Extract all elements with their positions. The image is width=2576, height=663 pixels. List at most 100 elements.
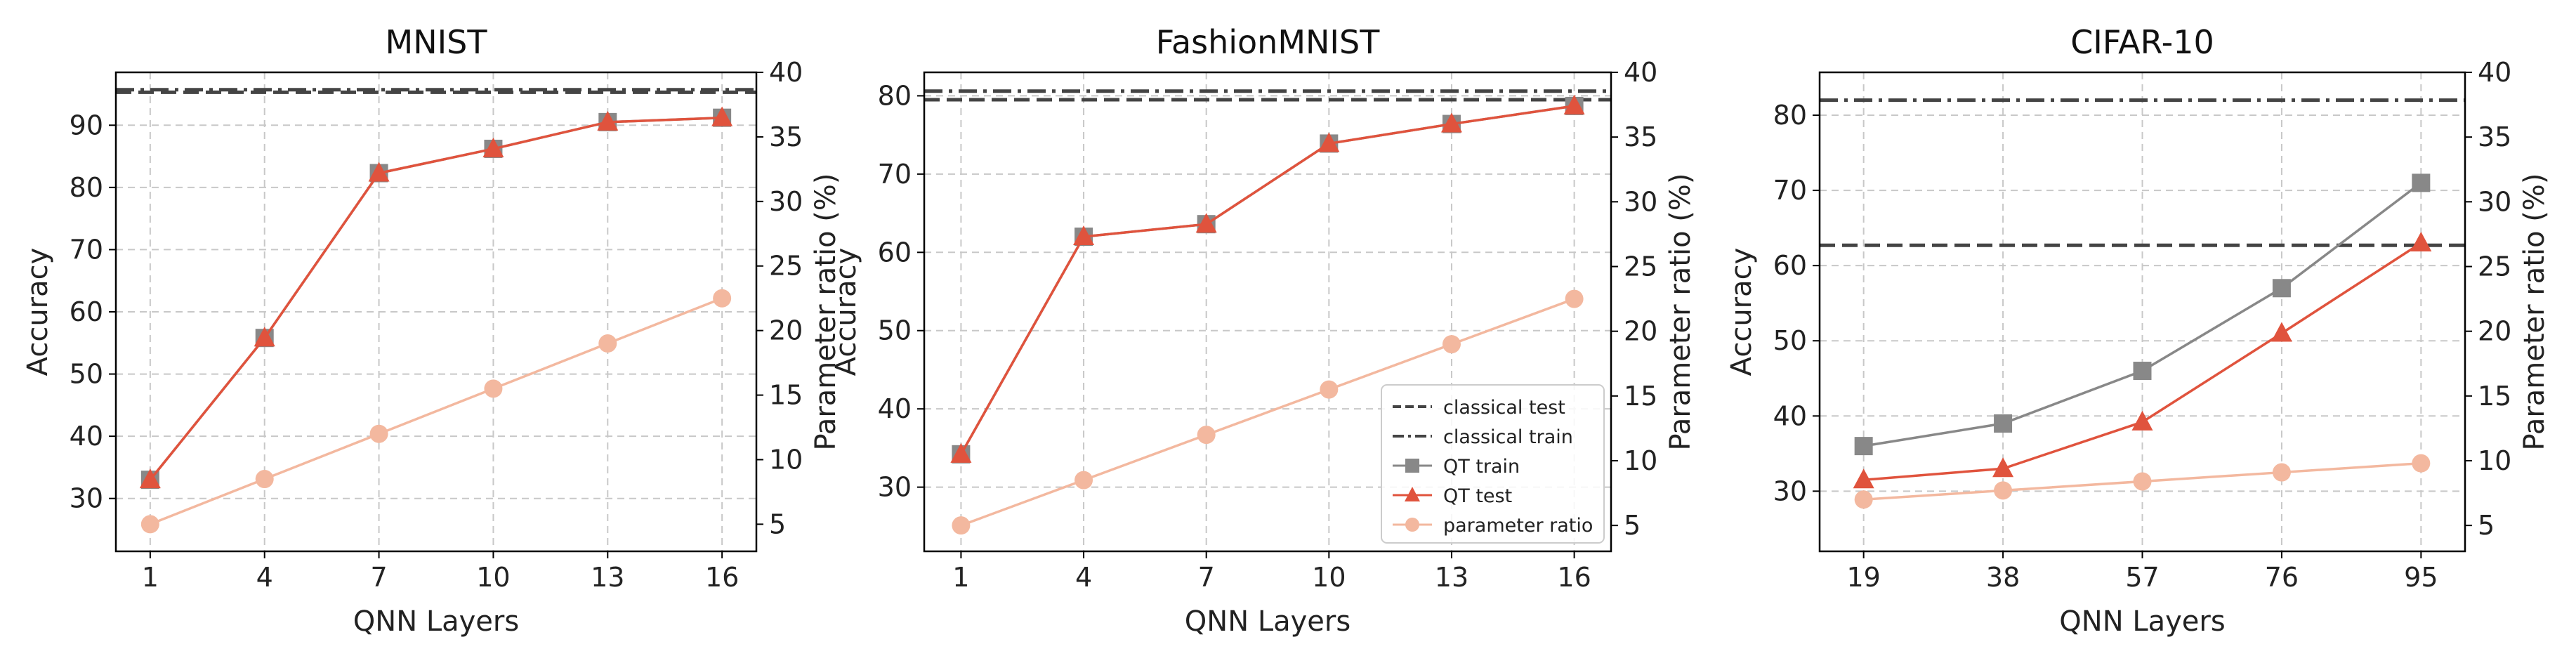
y-tick-label: 60 (878, 237, 912, 268)
chart-panel-1: 1 4 7 10 13 16 30 40 50 60 70 80 90 5 10 15 20 25 30 35 40 MN… (22, 23, 842, 638)
x-axis-label: QNN Layers (2059, 605, 2225, 638)
y-tick-label: 40 (70, 421, 103, 452)
x-tick-label: 1 (142, 562, 159, 593)
plot-frame (923, 71, 1612, 553)
x-axis-label: QNN Layers (1185, 605, 1351, 638)
qt-test-point (139, 468, 161, 489)
chart-panel-3: 19 38 57 76 95 30 40 50 60 70 80 5 10 15 20 25 30 35 40 CIF… (1726, 23, 2551, 638)
qt-test-point (482, 137, 504, 157)
y-tick-label: 40 (1773, 400, 1807, 431)
y-tick-label: 50 (70, 359, 103, 390)
y-tick-label: 70 (878, 159, 912, 190)
qt-test-point (368, 162, 390, 182)
series-line-qt-test (149, 116, 723, 481)
y-tick-label: 40 (878, 393, 912, 424)
legend-label: classical train (1443, 426, 1573, 448)
series-line-param-ratio (150, 297, 723, 526)
y-tick-label: 50 (878, 315, 912, 346)
parameter-ratio-point (255, 470, 274, 489)
legend-label: classical test (1443, 397, 1565, 419)
x-tick-label: 13 (591, 562, 624, 593)
qt-test-point (711, 106, 733, 126)
parameter-ratio-point (140, 515, 159, 534)
parameter-ratio-point (369, 424, 388, 443)
qt-train-point (2272, 279, 2291, 298)
chart-title: MNIST (386, 23, 488, 61)
legend: classical test classical train QT train QT … (1381, 384, 1605, 544)
x-tick-label: 19 (1846, 562, 1880, 593)
y-axis-label: Accuracy (22, 248, 54, 376)
y2-tick-label: 35 (2478, 122, 2511, 152)
x-tick-label: 7 (1198, 562, 1215, 593)
qt-test-point (1563, 94, 1585, 114)
chart-title: CIFAR-10 (2070, 23, 2214, 61)
y-tick-label: 30 (1773, 475, 1807, 506)
qt-test-point (1073, 225, 1095, 246)
qt-test-point (254, 327, 275, 347)
legend-box (1381, 384, 1605, 544)
chart-panel-2: 1 4 7 10 13 16 30 40 50 60 70 80 5 10 15 20 25 30 35 40 Fash… (830, 23, 1697, 638)
x-axis-label: QNN Layers (353, 605, 519, 638)
x-tick-label: 10 (476, 562, 510, 593)
qt-train-point (2412, 173, 2431, 192)
y2-axis-label: Parameter ratio (%) (1664, 173, 1697, 451)
parameter-ratio-point (2272, 463, 2291, 482)
y2-tick-label: 15 (769, 380, 803, 411)
parameter-ratio-point (1320, 380, 1339, 399)
qt-train-point (2133, 362, 2152, 381)
y2-tick-label: 15 (1624, 381, 1657, 412)
parameter-ratio-point (1442, 335, 1461, 354)
y-tick-label: 80 (878, 80, 912, 111)
y2-tick-label: 10 (2478, 445, 2511, 476)
parameter-ratio-point (2412, 454, 2431, 473)
parameter-ratio-point (1075, 471, 1093, 490)
y2-tick-label: 5 (769, 508, 786, 539)
y2-tick-label: 15 (2478, 381, 2511, 412)
series-line-param-ratio (960, 297, 1575, 527)
qt-test-point (2271, 322, 2292, 342)
y2-tick-label: 35 (1624, 122, 1657, 152)
parameter-ratio-point (1854, 490, 1873, 509)
y2-tick-label: 5 (1624, 510, 1641, 541)
y2-axis-label: Parameter ratio (%) (810, 173, 842, 451)
y2-tick-label: 25 (2478, 251, 2511, 282)
parameter-ratio-point (1197, 426, 1216, 445)
y-tick-label: 80 (1773, 100, 1807, 131)
y2-tick-label: 20 (2478, 316, 2511, 347)
y-axis-label: Accuracy (830, 248, 862, 376)
y-tick-label: 90 (70, 110, 103, 140)
y-tick-label: 70 (70, 234, 103, 265)
qt-test-point (2131, 410, 2153, 431)
y2-tick-label: 5 (2478, 510, 2495, 541)
y2-tick-label: 30 (769, 186, 803, 217)
qt-test-point (1318, 132, 1340, 152)
y2-tick-label: 25 (769, 251, 803, 282)
legend-triangle-marker (1405, 487, 1420, 501)
x-tick-label: 95 (2404, 562, 2438, 593)
x-tick-label: 10 (1312, 562, 1346, 593)
y2-tick-label: 10 (769, 444, 803, 475)
x-tick-label: 1 (952, 562, 969, 593)
y2-tick-label: 30 (2478, 186, 2511, 217)
parameter-ratio-point (598, 334, 617, 353)
y2-tick-label: 40 (2478, 57, 2511, 88)
y-tick-label: 30 (878, 472, 912, 503)
y2-tick-label: 20 (1624, 316, 1657, 347)
x-tick-label: 4 (1075, 562, 1092, 593)
y2-axis-label: Parameter ratio (%) (2518, 173, 2551, 451)
x-tick-label: 16 (1557, 562, 1591, 593)
qt-train-point (1994, 414, 2013, 433)
parameter-ratio-point (484, 379, 503, 398)
y-tick-label: 70 (1773, 175, 1807, 206)
qt-train-point (1854, 437, 1873, 456)
x-tick-label: 76 (2265, 562, 2299, 593)
y-tick-label: 30 (70, 483, 103, 514)
y2-tick-label: 20 (769, 315, 803, 346)
y2-tick-label: 30 (1624, 186, 1657, 217)
parameter-ratio-point (2133, 472, 2152, 491)
x-tick-label: 13 (1435, 562, 1468, 593)
qt-test-point (597, 110, 619, 131)
parameter-ratio-point (952, 516, 971, 535)
qt-test-point (1440, 112, 1462, 133)
y2-tick-label: 35 (769, 122, 803, 152)
